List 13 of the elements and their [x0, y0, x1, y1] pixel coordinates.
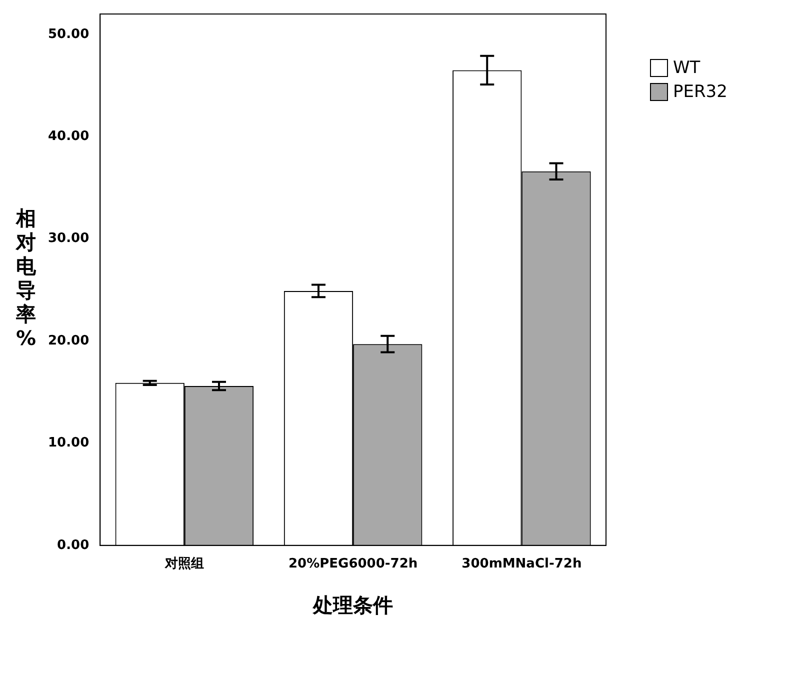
y-tick-label: 20.00	[48, 333, 90, 348]
y-tick-label: 30.00	[48, 231, 90, 246]
legend-label: PER32	[673, 82, 728, 102]
y-tick-label: 0.00	[57, 538, 90, 553]
y-tick-label: 10.00	[48, 436, 90, 451]
y-tick-label: 40.00	[48, 129, 90, 144]
y-tick-label: 50.00	[48, 26, 90, 42]
legend-label: WT	[673, 58, 700, 78]
y-axis-title: 相对电导率%	[15, 206, 37, 350]
x-tick-label: 20%PEG6000-72h	[288, 556, 418, 572]
x-tick-label: 对照组	[164, 556, 204, 572]
x-axis-title: 处理条件	[312, 593, 394, 618]
x-tick-label: 300mMNaCl-72h	[462, 556, 582, 572]
